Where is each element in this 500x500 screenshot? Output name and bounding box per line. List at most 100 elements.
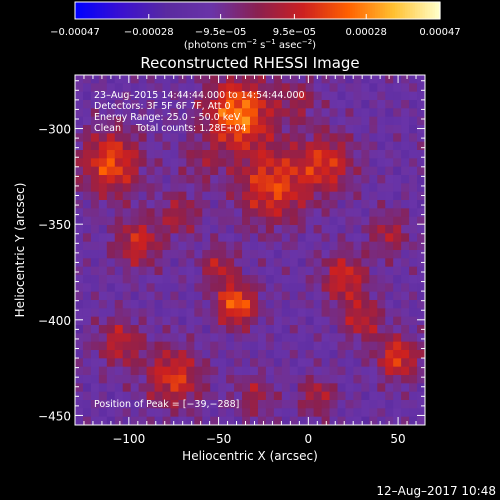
heatmap-cell: [178, 283, 187, 293]
heatmap-cell: [337, 100, 346, 109]
heatmap-cell: [417, 375, 425, 384]
heatmap-cell: [393, 250, 402, 259]
heatmap-cell: [194, 283, 203, 293]
heatmap-cell: [289, 208, 299, 218]
heatmap-cell: [82, 175, 92, 184]
heatmap-cell: [361, 200, 370, 209]
heatmap-cell: [186, 216, 195, 226]
heatmap-cell: [393, 258, 402, 268]
heatmap-cell: [265, 75, 275, 84]
heatmap-cell: [226, 225, 235, 234]
heatmap-cell: [210, 208, 219, 218]
colorbar-segment: [247, 2, 251, 19]
heatmap-cell: [202, 258, 211, 268]
colorbar-segment: [202, 2, 206, 19]
heatmap-cell: [106, 375, 116, 384]
heatmap-cell: [130, 416, 140, 425]
heatmap-cell: [250, 375, 259, 384]
heatmap-cell: [409, 408, 418, 418]
colorbar-segment: [337, 2, 341, 19]
heatmap-cell: [186, 158, 195, 168]
heatmap-cell: [353, 175, 362, 184]
heatmap-cell: [170, 266, 179, 276]
heatmap-cell: [154, 383, 163, 393]
heatmap-cell: [75, 233, 84, 243]
heatmap-cell: [257, 175, 267, 184]
heatmap-cell: [194, 391, 203, 401]
heatmap-cell: [146, 108, 156, 118]
heatmap-cell: [345, 225, 354, 234]
heatmap-cell: [130, 358, 140, 368]
heatmap-cell: [361, 325, 370, 334]
colorbar-segment: [352, 2, 356, 19]
heatmap-cell: [170, 141, 179, 151]
heatmap-cell: [401, 366, 410, 376]
heatmap-cell: [369, 216, 378, 226]
colorbar-segment: [262, 2, 266, 19]
heatmap-cell: [178, 266, 187, 276]
heatmap-cell: [202, 116, 211, 126]
heatmap-cell: [82, 116, 92, 126]
heatmap-cell: [234, 341, 243, 351]
heatmap-cell: [377, 408, 386, 418]
heatmap-cell: [401, 275, 410, 284]
heatmap-cell: [353, 275, 362, 284]
heatmap-cell: [154, 91, 163, 101]
heatmap-cell: [305, 258, 315, 268]
heatmap-cell: [361, 366, 370, 376]
heatmap-cell: [106, 91, 116, 101]
heatmap-cell: [186, 91, 195, 101]
heatmap-cell: [75, 333, 84, 343]
heatmap-cell: [138, 91, 148, 101]
heatmap-cell: [361, 75, 370, 84]
heatmap-cell: [337, 408, 346, 418]
heatmap-cell: [130, 125, 140, 134]
heatmap-cell: [130, 316, 140, 326]
colorbar-segment: [280, 2, 284, 19]
heatmap-cell: [353, 75, 362, 84]
heatmap-cell: [178, 408, 187, 418]
heatmap-cell: [273, 241, 283, 251]
colorbar-segment: [222, 2, 226, 19]
heatmap-cell: [265, 158, 275, 168]
heatmap-cell: [417, 316, 425, 326]
heatmap-cell: [202, 366, 211, 376]
heatmap-cell: [321, 291, 331, 301]
heatmap-cell: [146, 350, 156, 359]
heatmap-cell: [154, 316, 163, 326]
heatmap-cell: [250, 208, 259, 218]
heatmap-cell: [281, 408, 291, 418]
heatmap-cell: [409, 366, 418, 376]
heatmap-cell: [226, 358, 235, 368]
heatmap-cell: [401, 125, 410, 134]
heatmap-cell: [98, 316, 108, 326]
heatmap-cell: [289, 291, 299, 301]
heatmap-cell: [170, 275, 179, 284]
heatmap-cell: [130, 191, 140, 201]
heatmap-cell: [297, 175, 307, 184]
heatmap-cell: [361, 158, 370, 168]
heatmap-cell: [90, 141, 100, 151]
heatmap-cell: [353, 208, 362, 218]
heatmap-cell: [281, 166, 291, 176]
colorbar-segment: [170, 2, 174, 19]
heatmap-cell: [257, 200, 267, 209]
heatmap-cell: [321, 375, 331, 384]
heatmap-cell: [82, 150, 92, 159]
x-axis-label: Heliocentric X (arcsec): [182, 449, 318, 463]
heatmap-cell: [106, 141, 116, 151]
heatmap-cell: [75, 133, 84, 143]
heatmap-cell: [242, 166, 251, 176]
heatmap-cell: [242, 83, 251, 93]
heatmap-cell: [281, 108, 291, 118]
observation-annotation: 23–Aug–2015 14:44:44.000 to 14:54:44.000…: [94, 90, 305, 134]
heatmap-cell: [75, 358, 84, 368]
heatmap-cell: [329, 400, 338, 409]
heatmap-cell: [154, 100, 163, 109]
heatmap-cell: [281, 241, 291, 251]
heatmap-cell: [265, 216, 275, 226]
heatmap-cell: [122, 400, 132, 409]
heatmap-cell: [321, 266, 331, 276]
heatmap-cell: [393, 383, 402, 393]
